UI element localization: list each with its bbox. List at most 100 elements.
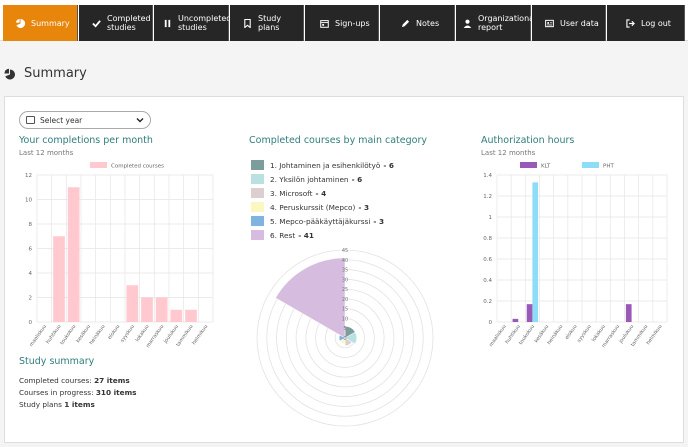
nav-summary[interactable]: Summary — [3, 5, 78, 41]
r-tick-label: 15 — [342, 307, 348, 313]
summary-study-plans: Study plans 1 items — [19, 400, 95, 409]
nav-uncompleted-studies[interactable]: Uncompleted studies — [154, 5, 232, 41]
legend-swatch — [582, 162, 599, 168]
x-tick-label: elokuu — [107, 324, 121, 341]
legend-item[interactable]: 2. Yksilön johtaminen - 6 — [251, 172, 394, 186]
y-tick-label: 2 — [29, 296, 33, 302]
pause-icon — [162, 18, 172, 28]
y-tick-label: 0 — [489, 320, 493, 326]
legend-swatch — [90, 162, 107, 168]
y-tick-label: 1 — [489, 215, 493, 221]
legend-swatch — [251, 202, 264, 212]
legend-label: Completed courses — [111, 164, 164, 170]
r-tick-label: 25 — [342, 287, 348, 293]
r-tick-label: 20 — [342, 297, 348, 303]
legend-count-value: 3 — [378, 216, 385, 226]
r-tick-label: 10 — [342, 316, 348, 322]
completions-title: Your completions per month — [19, 135, 153, 146]
y-tick-label: 0.6 — [483, 257, 492, 263]
study-summary-title: Study summary — [19, 356, 95, 367]
nav-notes[interactable]: Notes — [380, 5, 455, 41]
categories-legend: 1. Johtaminen ja esihenkilötyö - 6 2. Yks… — [251, 158, 394, 242]
r-tick-label: 0 — [343, 336, 346, 342]
legend-label: 6. Rest — [270, 230, 296, 240]
year-select[interactable]: Select year — [19, 111, 151, 129]
legend-count: - 4 — [315, 188, 327, 198]
nav-log-out[interactable]: Log out — [607, 5, 685, 41]
legend-count: - 6 — [351, 174, 363, 184]
calendar-icon — [26, 116, 35, 124]
x-tick-label: maaliskuu — [28, 324, 48, 348]
chevron-down-icon — [136, 118, 144, 123]
legend-item[interactable]: 4. Peruskurssit (Mepco) - 3 — [251, 200, 394, 214]
legend-swatch — [251, 230, 264, 240]
y-tick-label: 6 — [29, 247, 33, 253]
user-report-icon — [462, 18, 472, 28]
legend-label: 2. Yksilön johtaminen — [270, 174, 349, 184]
legend-swatch — [251, 216, 264, 226]
legend-count-value: 41 — [303, 230, 314, 240]
nav-uncompleted-studies-label: Uncompleted studies — [178, 14, 232, 32]
bar — [625, 304, 632, 322]
nav-completed-studies[interactable]: Completed studies — [79, 5, 153, 41]
nav-sign-ups[interactable]: Sign-ups — [305, 5, 379, 41]
nav-user-data-label: User data — [560, 18, 599, 28]
nav-study-plans[interactable]: Study plans — [230, 5, 304, 41]
pie-chart-icon — [4, 68, 16, 79]
bar — [155, 297, 168, 322]
legend-label: 1. Johtaminen ja esihenkilötyö — [270, 160, 381, 170]
nav-organizational-report[interactable]: Organizational report — [456, 5, 536, 41]
x-tick-label: syyskuu — [576, 324, 593, 344]
bookmark-icon — [242, 18, 252, 28]
summary-study-plans-value: 1 items — [64, 400, 95, 409]
legend-item[interactable]: 6. Rest - 41 — [251, 228, 394, 242]
legend-label: 4. Peruskurssit (Mepco) — [270, 202, 356, 212]
y-tick-label: 10 — [25, 198, 32, 204]
bar — [67, 187, 80, 322]
y-tick-label: 1.2 — [483, 194, 492, 200]
pie-chart-icon — [15, 18, 25, 28]
nav-study-plans-label: Study plans — [258, 14, 282, 32]
bar — [512, 318, 519, 322]
legend-swatch — [251, 174, 264, 184]
bar — [141, 297, 153, 322]
authorization-chart: 00.20.40.60.811.21.4maaliskuuhuhtikuutou… — [483, 162, 668, 349]
radial-gridline — [256, 249, 434, 427]
y-tick-label: 8 — [29, 222, 33, 228]
summary-completed: Completed courses: 27 items — [19, 376, 130, 385]
authorization-subtitle: Last 12 months — [481, 149, 536, 157]
bar — [170, 309, 183, 322]
y-tick-label: 0.4 — [483, 278, 492, 284]
summary-panel: Select year Your completions per month L… — [4, 96, 684, 443]
bar — [53, 236, 65, 322]
legend-count-value: 6 — [357, 174, 363, 184]
y-tick-label: 4 — [29, 271, 33, 277]
summary-completed-value: 27 items — [94, 376, 130, 385]
legend-count: - 6 — [383, 160, 394, 170]
legend-swatch — [520, 162, 537, 168]
legend-count: - 41 — [298, 230, 314, 240]
legend-count-value: 6 — [388, 160, 394, 170]
summary-in-progress: Courses in progress: 310 items — [19, 388, 137, 397]
polar-segment — [275, 257, 346, 339]
authorization-title: Authorization hours — [481, 135, 575, 146]
nav-summary-label: Summary — [31, 18, 70, 28]
polar-segment — [344, 331, 357, 345]
polar-segment — [344, 337, 353, 347]
legend-item[interactable]: 5. Mepco-pääkäyttäjäkurssi - 3 — [251, 214, 394, 228]
legend-item[interactable]: 1. Johtaminen ja esihenkilötyö - 6 — [251, 158, 394, 172]
nav-notes-label: Notes — [416, 18, 440, 28]
bar — [532, 182, 539, 322]
page-title: Summary — [24, 66, 87, 81]
top-navigation: Summary Completed studies Uncompleted st… — [0, 0, 688, 41]
page-heading: Summary — [4, 66, 87, 81]
legend-label: 3. Microsoft — [270, 188, 313, 198]
nav-user-data[interactable]: User data — [532, 5, 606, 41]
legend-item[interactable]: 3. Microsoft - 4 — [251, 186, 394, 200]
completions-subtitle: Last 12 months — [19, 149, 74, 157]
legend-count: - 3 — [373, 216, 385, 226]
r-tick-label: 35 — [342, 268, 348, 274]
y-tick-label: 0.2 — [483, 299, 492, 305]
id-card-icon — [544, 18, 554, 28]
r-tick-label: 45 — [342, 248, 348, 254]
